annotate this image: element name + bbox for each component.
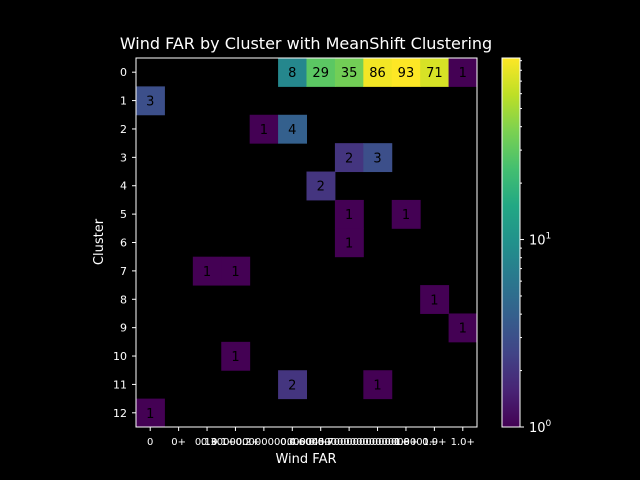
heatmap-cell	[306, 58, 336, 87]
cell-value-label: 2	[317, 180, 325, 195]
cell-value-label: 1	[345, 237, 353, 252]
y-tick-label: 10	[113, 350, 127, 363]
cell-value-label: 1	[146, 407, 154, 422]
colorbar-tick-label: 101	[529, 232, 551, 249]
cell-value-label: 1	[203, 265, 211, 280]
y-tick-label: 8	[120, 293, 127, 306]
colorbar	[501, 57, 521, 428]
cell-value-label: 2	[345, 151, 353, 166]
heatmap-cell	[391, 58, 421, 87]
heatmap-cells: 8 29 35 86 93 71 1 3 1 4 2 3 2 1 1 1 1 1 1 1 1 2 1 1	[136, 58, 478, 428]
y-tick-label: 11	[113, 378, 127, 391]
cell-value-label: 1	[402, 208, 410, 223]
heatmap-cell	[334, 199, 364, 229]
cell-value-label: 71	[426, 66, 443, 81]
heatmap-cell	[448, 58, 478, 87]
heatmap-cell	[334, 58, 364, 87]
x-tick-label: 0.8+	[394, 437, 418, 448]
cell-value-label: 3	[373, 151, 381, 166]
x-tick-label: 0.1+0.2+	[211, 437, 260, 448]
y-axis-label: Cluster	[92, 218, 107, 265]
y-tick-label: 6	[120, 237, 127, 250]
heatmap-cell	[420, 58, 450, 87]
y-tick-label: 2	[120, 123, 127, 136]
cell-value-label: 1	[231, 350, 239, 365]
x-tick-label: 0.7000000000000001+	[318, 437, 438, 448]
heatmap-cell	[221, 256, 251, 286]
heatmap-cell	[448, 313, 478, 343]
x-tick-label: 1.0+	[451, 437, 475, 448]
cell-value-label: 1	[345, 208, 353, 223]
cell-value-label: 1	[459, 322, 467, 337]
heatmap-cell	[420, 285, 450, 314]
heatmap-cell	[306, 171, 336, 201]
x-tick-label: 0	[147, 437, 153, 448]
y-tick-label: 0	[120, 66, 127, 79]
cell-value-label: 86	[369, 66, 386, 81]
cell-value-label: 1	[260, 123, 268, 138]
heatmap-cell	[278, 114, 307, 144]
x-tick-label: 0.30000000000000004+	[201, 437, 327, 448]
heatmap-cell	[334, 143, 364, 173]
cell-value-label: 93	[398, 66, 415, 81]
cell-value-label: 2	[288, 378, 296, 393]
x-axis-label: Wind FAR	[275, 452, 336, 467]
chart-title: Wind FAR by Cluster with MeanShift Clust…	[120, 34, 492, 53]
heatmap-cell	[192, 256, 222, 286]
cell-value-label: 35	[341, 66, 358, 81]
cell-value-label: 3	[146, 95, 154, 110]
heatmap-cell	[363, 143, 393, 173]
heatmap-cell	[136, 398, 165, 428]
heatmap-cell	[391, 199, 421, 229]
x-tick-label: 0.5+	[309, 437, 333, 448]
heatmap-cell	[334, 228, 364, 258]
y-tick-label: 5	[120, 208, 127, 221]
heatmap-cell	[278, 370, 307, 400]
cell-value-label: 1	[231, 265, 239, 280]
heatmap-cell	[221, 341, 251, 371]
x-tick-label: 0.1+	[195, 437, 219, 448]
y-tick-label: 3	[120, 151, 127, 164]
heatmap-cell	[363, 58, 393, 87]
cell-value-label: 8	[288, 66, 296, 81]
heatmap-cell	[363, 370, 393, 400]
colorbar-tick-label: 100	[529, 419, 552, 436]
x-tick-label: 0+	[171, 437, 186, 448]
heatmap-cell	[249, 114, 279, 144]
x-axis: 0 0+ 0.1+0.1+0.2+0.30000000000000004+0.4+ 0…	[147, 427, 475, 448]
heatmap-cell	[278, 58, 307, 87]
y-tick-label: 7	[120, 265, 127, 278]
cell-value-label: 1	[430, 293, 438, 308]
cell-value-label: 29	[312, 66, 329, 81]
cell-value-label: 1	[373, 378, 381, 393]
y-tick-label: 4	[120, 180, 127, 193]
y-tick-label: 1	[120, 95, 127, 108]
colorbar-axis: 100 101	[520, 60, 552, 436]
cell-value-label: 1	[459, 66, 467, 81]
heatmap-cell	[136, 86, 165, 116]
y-tick-label: 12	[113, 407, 127, 420]
x-tick-label: 0.4+	[280, 437, 304, 448]
y-tick-label: 9	[120, 322, 127, 335]
cell-value-label: 4	[288, 123, 296, 138]
x-tick-label: 0.9+	[422, 437, 446, 448]
x-tick-label: 0.6000000000000001+	[289, 437, 409, 448]
